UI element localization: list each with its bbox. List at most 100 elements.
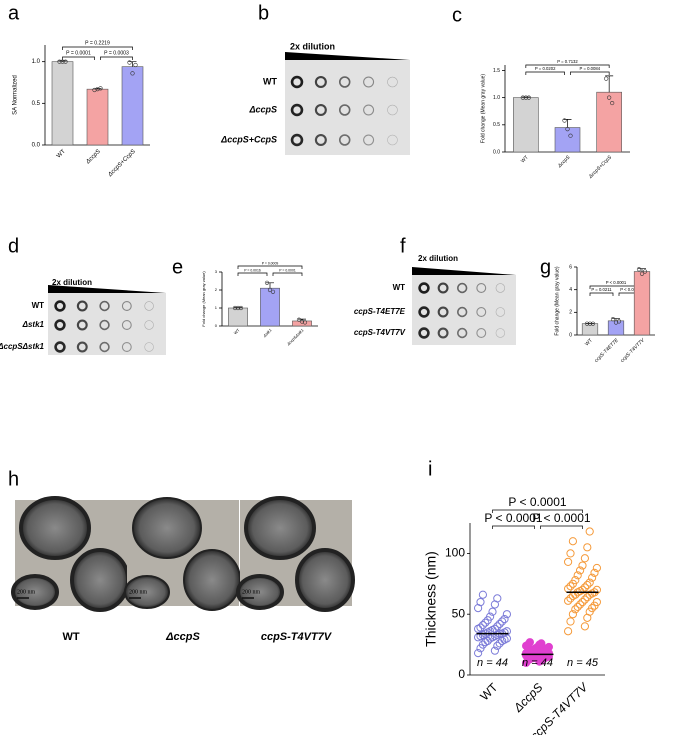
blot-spot	[54, 341, 66, 353]
p-value: P < 0.0001	[484, 511, 542, 525]
blot-spot	[290, 133, 304, 147]
data-point	[564, 627, 573, 636]
y-tick-label: 0.0	[493, 149, 500, 155]
blot-spot	[314, 104, 327, 117]
y-tick-label: 1.0	[32, 59, 41, 65]
data-point	[481, 618, 490, 627]
significance-bracket	[237, 265, 303, 269]
y-axis-label: SA Normalized	[13, 75, 19, 115]
data-point	[583, 543, 592, 552]
dilution-label: 2x dilution	[290, 41, 335, 51]
x-tick-label: ΔccpS+CcpS	[587, 154, 613, 180]
data-point	[232, 305, 238, 311]
blot-spot	[144, 320, 154, 330]
data-point	[476, 623, 485, 632]
row-label: WT	[393, 283, 406, 292]
data-point	[299, 319, 305, 324]
blot-spot	[121, 320, 132, 330]
blot-spot	[99, 341, 110, 353]
data-point	[636, 267, 642, 272]
blot-spot	[418, 306, 430, 318]
significance-bracket	[525, 71, 565, 75]
significance-bracket	[525, 64, 610, 68]
significance-bracket	[62, 46, 133, 50]
x-tick-label: WT	[56, 148, 67, 159]
blot-spot	[99, 319, 110, 331]
data-point	[588, 573, 597, 582]
data-point	[238, 305, 244, 311]
data-point	[590, 568, 599, 577]
data-point	[502, 610, 511, 619]
data-point	[610, 317, 616, 322]
blot-spot	[363, 134, 375, 146]
panel-letter: a	[8, 2, 20, 24]
data-point	[525, 638, 535, 647]
data-point	[616, 319, 622, 324]
p-value: P = 0.0001	[66, 51, 91, 57]
p-value: P = 0.2219	[85, 41, 110, 47]
data-point	[130, 71, 135, 76]
y-axis-label: Thickness (nm)	[423, 551, 439, 647]
y-tick-label: 0.5	[493, 122, 500, 128]
data-point	[495, 619, 504, 629]
data-point	[566, 582, 575, 591]
data-point	[478, 590, 487, 599]
y-tick-label: 0.5	[32, 101, 41, 107]
data-point	[587, 321, 593, 326]
blot-spot	[54, 319, 66, 331]
data-point	[264, 280, 270, 285]
blot-spot	[290, 75, 304, 89]
row-label: ΔccpS+CcpS	[220, 134, 277, 144]
n-label: n = 44	[522, 657, 553, 669]
data-point	[642, 269, 648, 274]
y-tick-label: 100	[445, 546, 465, 560]
x-tick-label: ΔccpSΔstk1	[285, 328, 305, 348]
p-value: P = 0.0003	[104, 51, 129, 57]
blot-spot	[338, 104, 351, 116]
blot-spot	[76, 319, 88, 331]
significance-bracket	[589, 292, 614, 296]
y-tick-label: 1	[215, 305, 218, 310]
significance-bracket	[62, 56, 95, 60]
data-point	[544, 642, 554, 652]
panel-letter: b	[258, 2, 269, 24]
y-tick-label: 0	[569, 332, 572, 338]
data-point	[493, 594, 502, 603]
data-point	[486, 612, 495, 621]
data-point	[584, 321, 590, 326]
blot-spot	[54, 300, 66, 312]
p-value: P = 0.0016	[244, 268, 261, 272]
micrograph-caption: ΔccpS	[165, 631, 200, 643]
data-point	[57, 59, 62, 64]
bar	[633, 271, 651, 336]
dilution-label: 2x dilution	[418, 254, 458, 263]
y-tick-label: 0	[458, 667, 465, 681]
dilution-label: 2x dilution	[52, 278, 92, 287]
x-tick-label: Δstk1	[261, 328, 272, 339]
data-point	[568, 537, 578, 546]
bar	[51, 61, 74, 146]
error-bar	[563, 119, 572, 128]
data-point	[578, 585, 587, 594]
blot-spot	[290, 103, 304, 117]
data-point	[63, 59, 68, 64]
data-point	[523, 95, 528, 100]
y-axis-label: Fold change (Mean gray value)	[201, 271, 206, 327]
p-value: P < 0.0001	[532, 511, 590, 525]
data-point	[235, 305, 241, 311]
data-point	[296, 317, 302, 322]
data-point	[580, 583, 590, 592]
blot-spot	[418, 327, 430, 339]
data-point	[610, 100, 615, 106]
p-value: P = 0.0084	[580, 66, 601, 71]
data-point	[270, 289, 276, 294]
y-tick-label: 1.0	[493, 95, 500, 101]
blot-spot	[338, 134, 351, 146]
p-value: P = 0.0211	[591, 287, 612, 292]
error-bar	[605, 75, 614, 93]
data-point	[566, 549, 575, 558]
x-tick-label: ΔccpS+CcpS	[107, 149, 137, 179]
blot-spot	[121, 342, 132, 352]
blot-membrane	[285, 60, 410, 155]
data-point	[474, 649, 483, 658]
